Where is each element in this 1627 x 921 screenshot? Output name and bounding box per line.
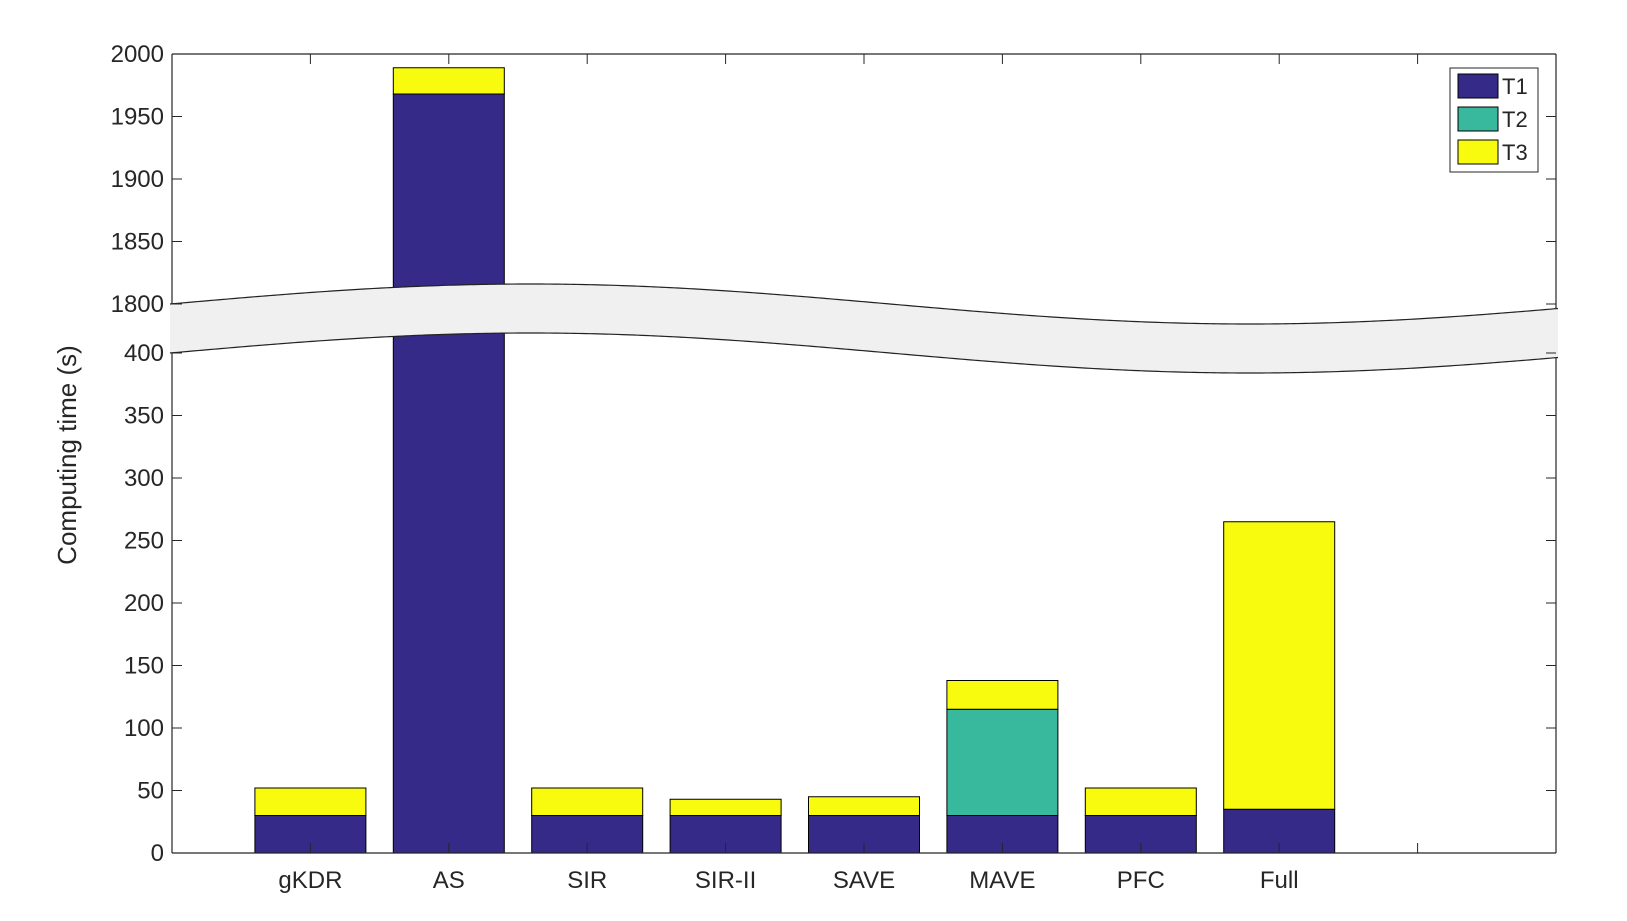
bar-SAVE-T3 <box>808 796 920 816</box>
y-tick-label: 1900 <box>111 166 164 193</box>
legend-swatch-T1 <box>1457 73 1499 99</box>
y-tick-label: 1800 <box>111 291 164 318</box>
bar-SIR-II-T3 <box>669 798 782 816</box>
axis-break-band <box>169 283 1559 374</box>
y-tick-label: 0 <box>151 840 164 867</box>
y-tick-label: 1950 <box>111 104 164 131</box>
legend-label-T2: T2 <box>1502 107 1528 132</box>
break-fill <box>170 284 1558 373</box>
y-tick-label: 1850 <box>111 229 164 256</box>
legend: T1 T2 T3 <box>1449 67 1539 173</box>
x-tick-label: SIR <box>567 867 607 894</box>
bar-MAVE-T3 <box>946 680 1059 710</box>
legend-swatch-T3 <box>1457 139 1499 165</box>
x-tick-label: gKDR <box>278 867 342 894</box>
x-tick-label: SAVE <box>833 867 895 894</box>
x-axis-ticks: gKDR AS SIR SIR-II SAVE MAVE PFC Full <box>278 54 1419 894</box>
y-tick-label: 50 <box>137 778 164 805</box>
y-tick-label: 300 <box>124 465 164 492</box>
break-top-line <box>169 283 1559 325</box>
plot-frame <box>171 53 1557 854</box>
y-tick-label: 150 <box>124 653 164 680</box>
legend-label-T1: T1 <box>1502 74 1528 99</box>
bar-PFC-T3 <box>1084 787 1197 816</box>
bar-SIR-T3 <box>531 787 644 816</box>
y-tick-label: 400 <box>124 340 164 367</box>
y-tick-label: 200 <box>124 590 164 617</box>
bar-AS-T1 <box>392 93 505 854</box>
legend-swatch-T2 <box>1457 106 1499 132</box>
x-tick-label: SIR-II <box>695 867 756 894</box>
bar-gKDR-T3 <box>254 787 367 816</box>
bar-MAVE-T2 <box>946 708 1059 816</box>
y-tick-label: 100 <box>124 715 164 742</box>
legend-label-T3: T3 <box>1502 140 1528 165</box>
y-axis-label: Computing time (s) <box>52 345 82 565</box>
bar-Full-T3 <box>1223 521 1336 810</box>
bar-AS-T3 <box>392 67 505 95</box>
x-tick-label: AS <box>433 867 465 894</box>
y-tick-label: 250 <box>124 528 164 555</box>
y-tick-label: 350 <box>124 403 164 430</box>
x-tick-label: Full <box>1260 867 1299 894</box>
break-bottom-line <box>169 332 1559 374</box>
x-tick-label: PFC <box>1117 867 1165 894</box>
bar-segments <box>254 67 1336 854</box>
y-tick-label: 2000 <box>111 41 164 68</box>
x-tick-label: MAVE <box>969 867 1035 894</box>
y-axis-ticks: 0 50 100 150 200 250 300 350 400 1800 1850 1900 1950… <box>111 41 1556 867</box>
